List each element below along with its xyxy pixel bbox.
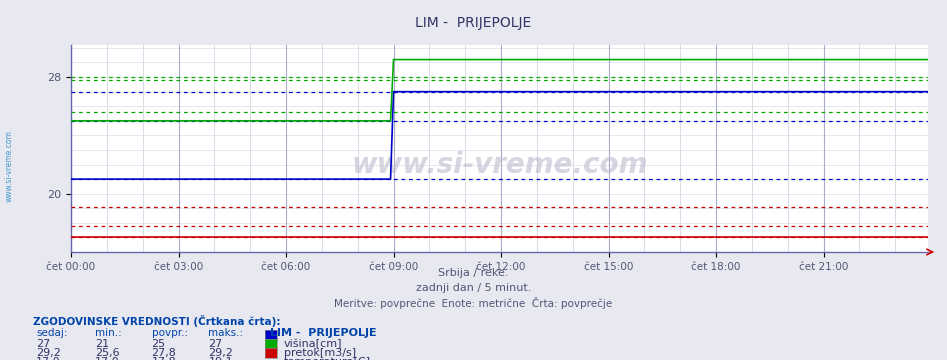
Text: temperatura[C]: temperatura[C] [284, 357, 371, 360]
Text: 27: 27 [36, 339, 50, 349]
Text: min.:: min.: [95, 328, 121, 338]
Text: maks.:: maks.: [208, 328, 243, 338]
Text: pretok[m3/s]: pretok[m3/s] [284, 348, 356, 358]
Text: 29,2: 29,2 [36, 348, 61, 358]
Text: Srbija / reke.: Srbija / reke. [438, 268, 509, 278]
Text: LIM -  PRIJEPOLJE: LIM - PRIJEPOLJE [416, 16, 531, 30]
Text: ZGODOVINSKE VREDNOSTI (Črtkana črta):: ZGODOVINSKE VREDNOSTI (Črtkana črta): [33, 315, 280, 327]
Text: višina[cm]: višina[cm] [284, 339, 343, 350]
Text: zadnji dan / 5 minut.: zadnji dan / 5 minut. [416, 283, 531, 293]
Text: www.si-vreme.com: www.si-vreme.com [351, 151, 648, 179]
Text: 29,2: 29,2 [208, 348, 233, 358]
Text: sedaj:: sedaj: [36, 328, 67, 338]
Text: 17,8: 17,8 [152, 357, 176, 360]
Text: 17,0: 17,0 [36, 357, 61, 360]
Text: Meritve: povprečne  Enote: metrične  Črta: povprečje: Meritve: povprečne Enote: metrične Črta:… [334, 297, 613, 309]
Text: 21: 21 [95, 339, 109, 349]
Text: www.si-vreme.com: www.si-vreme.com [5, 130, 14, 202]
Text: 17,0: 17,0 [95, 357, 119, 360]
Text: 19,1: 19,1 [208, 357, 233, 360]
Text: povpr.:: povpr.: [152, 328, 188, 338]
Text: 27,8: 27,8 [152, 348, 176, 358]
Text: 25: 25 [152, 339, 166, 349]
Text: 25,6: 25,6 [95, 348, 119, 358]
Text: LIM -  PRIJEPOLJE: LIM - PRIJEPOLJE [270, 328, 377, 338]
Text: 27: 27 [208, 339, 223, 349]
